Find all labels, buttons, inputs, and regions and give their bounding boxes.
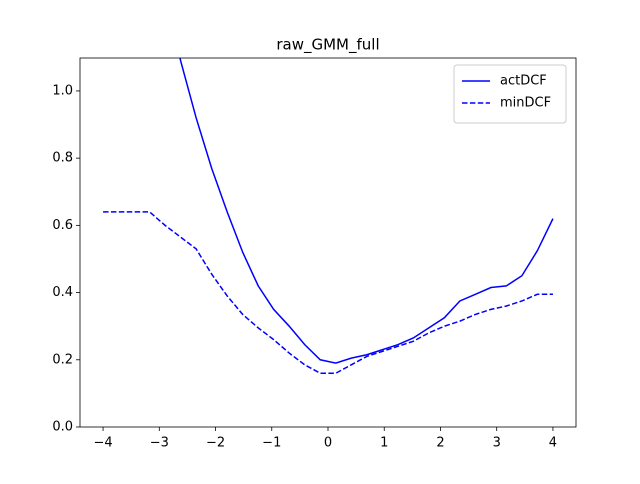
y-tick-label: 0.4	[52, 285, 73, 300]
series-line	[103, 211, 553, 374]
y-tick-label: 0.0	[52, 420, 73, 435]
x-tick-label: −2	[206, 436, 225, 451]
plot-area	[103, 58, 554, 374]
x-tick-label: 3	[493, 436, 501, 451]
legend-label: minDCF	[500, 96, 551, 111]
x-tick-label: 4	[549, 436, 557, 451]
x-tick-label: −4	[93, 436, 112, 451]
legend-box	[453, 64, 567, 124]
x-tick-label: 0	[324, 436, 332, 451]
axes-frame	[79, 57, 577, 428]
legend-label: actDCF	[500, 74, 547, 89]
y-tick-label: 0.6	[52, 218, 73, 233]
x-tick-label: −1	[262, 436, 281, 451]
y-tick-label: 0.8	[52, 151, 73, 166]
x-tick-label: −3	[150, 436, 169, 451]
chart-title: raw_GMM_full	[276, 36, 379, 55]
series-line	[179, 58, 554, 364]
y-tick-label: 1.0	[52, 83, 73, 98]
x-tick-label: 1	[380, 436, 388, 451]
y-tick-label: 0.2	[52, 352, 73, 367]
x-tick-label: 2	[436, 436, 444, 451]
